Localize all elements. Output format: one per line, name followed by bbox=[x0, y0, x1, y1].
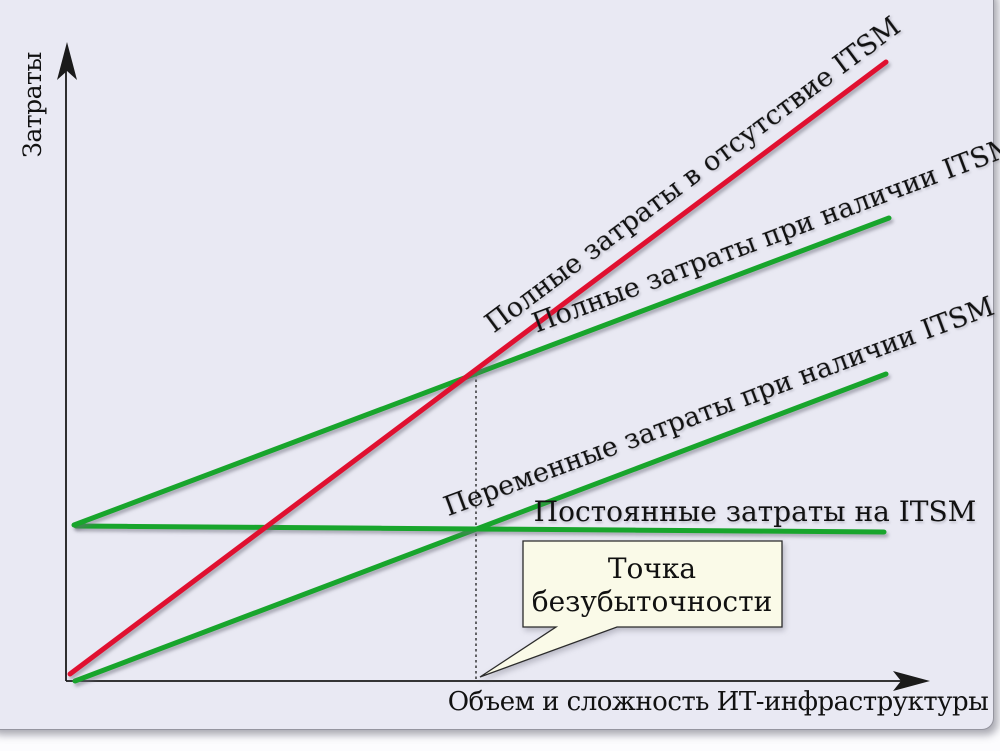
full-costs-with-itsm-line bbox=[71, 215, 892, 528]
full-costs-no-itsm-line bbox=[67, 59, 889, 677]
y-axis-label: Затраты bbox=[18, 52, 47, 157]
x-axis-label: Объем и сложность ИТ-инфраструктуры bbox=[448, 687, 989, 717]
fixed-costs-line bbox=[73, 523, 887, 535]
y-axis-arrow-icon bbox=[57, 42, 77, 80]
x-axis-arrow-icon bbox=[893, 671, 930, 691]
variable-costs-label: Переменные затраты при наличии ITSM bbox=[440, 291, 999, 523]
callout-text-line1: Точка bbox=[608, 552, 696, 585]
breakeven-callout: Точка безубыточности bbox=[479, 540, 783, 678]
callout-text-line2: безубыточности bbox=[532, 585, 773, 618]
axes: Затраты Объем и сложность ИТ-инфраструкт… bbox=[18, 42, 989, 717]
callout-bubble-shape bbox=[479, 540, 783, 678]
fixed-costs-label: Постоянные затраты на ITSM bbox=[534, 495, 977, 528]
